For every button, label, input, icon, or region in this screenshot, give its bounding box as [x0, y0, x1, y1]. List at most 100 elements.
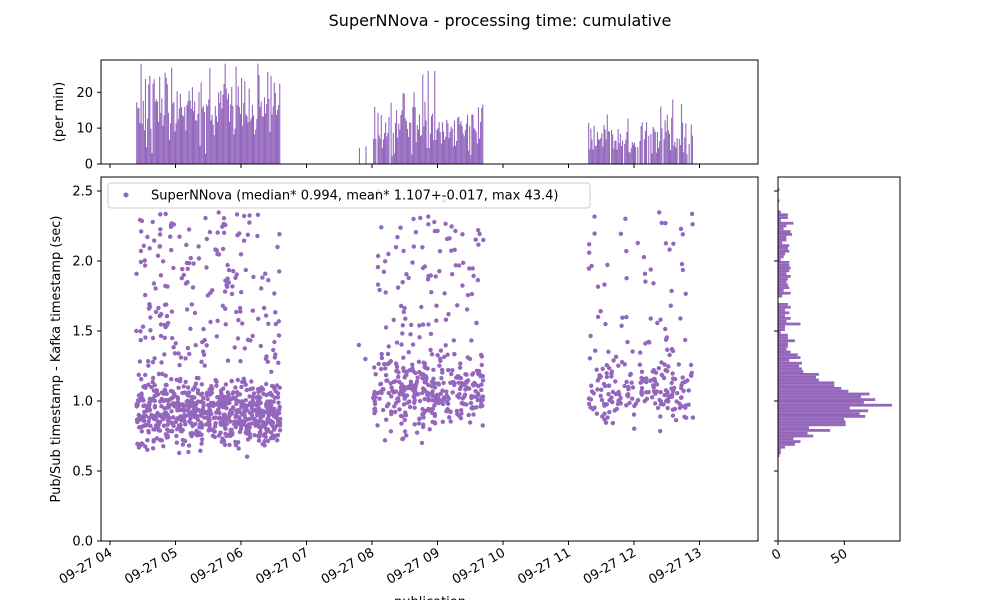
top-hist-bar	[142, 100, 144, 164]
top-hist-bar	[391, 155, 393, 164]
top-hist-bar	[632, 144, 634, 164]
data-point	[652, 376, 657, 382]
top-hist-bar	[266, 104, 268, 164]
data-point	[254, 411, 260, 416]
data-point	[465, 292, 471, 298]
top-hist-bar	[430, 115, 433, 164]
right-hist-bar	[778, 272, 787, 275]
top-hist-bar	[141, 124, 143, 164]
data-point	[273, 321, 278, 327]
data-point	[172, 391, 177, 397]
data-point	[411, 394, 416, 400]
data-point	[439, 376, 444, 381]
y-tick-label: 1.5	[72, 325, 93, 340]
data-point	[594, 367, 599, 372]
data-point	[446, 367, 451, 373]
top-hist-bar	[199, 145, 201, 164]
top-hist-bar	[152, 83, 154, 164]
data-point	[685, 378, 690, 383]
top-hist-bar	[671, 117, 673, 164]
data-point	[602, 383, 608, 389]
data-point	[214, 334, 219, 339]
data-point	[641, 254, 647, 260]
top-hist-bar	[136, 102, 138, 164]
data-point	[162, 406, 167, 411]
data-point	[154, 436, 160, 441]
data-point	[222, 398, 227, 404]
data-point	[166, 428, 171, 434]
data-point	[420, 265, 426, 271]
right-hist-bar	[778, 445, 786, 449]
data-point	[375, 282, 381, 287]
data-point	[386, 390, 391, 396]
data-point	[185, 385, 191, 390]
data-point	[412, 422, 417, 427]
right-hist-bar	[778, 230, 791, 233]
top-hist-bar	[222, 94, 224, 164]
top-histogram-frame	[100, 59, 759, 165]
data-point	[468, 400, 474, 406]
data-point	[256, 419, 262, 424]
data-point	[686, 388, 691, 393]
top-hist-bar	[445, 136, 447, 164]
data-point	[599, 387, 604, 392]
top-hist-bar	[452, 146, 454, 164]
right-hist-bar	[778, 361, 802, 365]
data-point	[174, 377, 179, 382]
data-point	[363, 356, 368, 362]
data-point	[659, 372, 664, 377]
data-point	[163, 382, 168, 388]
top-hist-bar	[682, 122, 684, 164]
data-point	[690, 222, 695, 227]
data-point	[242, 404, 247, 409]
data-point	[187, 351, 192, 357]
data-point	[418, 372, 424, 377]
data-point	[238, 421, 244, 427]
data-point	[256, 403, 261, 408]
top-hist-bar	[449, 131, 451, 164]
data-point	[440, 419, 445, 424]
data-point	[159, 390, 165, 395]
right-hist-bar	[778, 353, 798, 357]
scatter-y-label: Pub/Sub timestamp - Kafka timestamp (sec…	[49, 216, 64, 503]
data-point	[436, 395, 441, 400]
data-point	[163, 211, 168, 217]
top-hist-bar	[196, 120, 198, 164]
top-hist-bar	[191, 87, 193, 164]
top-hist-bar	[212, 124, 214, 164]
top-hist-bar	[602, 146, 604, 164]
data-point	[271, 424, 276, 430]
data-point	[664, 398, 669, 404]
data-point	[268, 399, 273, 404]
right-hist-bar	[778, 325, 786, 329]
data-point	[639, 386, 645, 391]
data-point	[169, 377, 174, 382]
data-point	[401, 368, 406, 374]
data-point	[234, 309, 239, 315]
top-hist-bar	[373, 138, 375, 164]
top-hist-bar	[279, 83, 281, 164]
data-point	[222, 412, 227, 417]
data-point	[388, 429, 394, 434]
data-point	[158, 333, 164, 339]
data-point	[208, 319, 213, 325]
data-point	[598, 374, 603, 379]
data-point	[177, 403, 182, 409]
top-hist-bar	[615, 140, 617, 164]
data-point	[442, 354, 447, 360]
top-hist-bar	[216, 122, 219, 164]
data-point	[377, 287, 382, 293]
top-hist-bar	[605, 139, 607, 164]
data-point	[644, 396, 650, 401]
top-hist-bar	[243, 102, 245, 164]
data-point	[216, 410, 222, 415]
data-point	[411, 216, 416, 222]
right-hist-bar	[778, 277, 788, 281]
data-point	[180, 437, 186, 443]
data-point	[163, 410, 169, 415]
right-hist-bar	[778, 412, 860, 415]
top-hist-bar	[588, 122, 590, 164]
data-point	[138, 396, 144, 401]
data-point	[480, 373, 485, 379]
data-point	[448, 419, 453, 424]
